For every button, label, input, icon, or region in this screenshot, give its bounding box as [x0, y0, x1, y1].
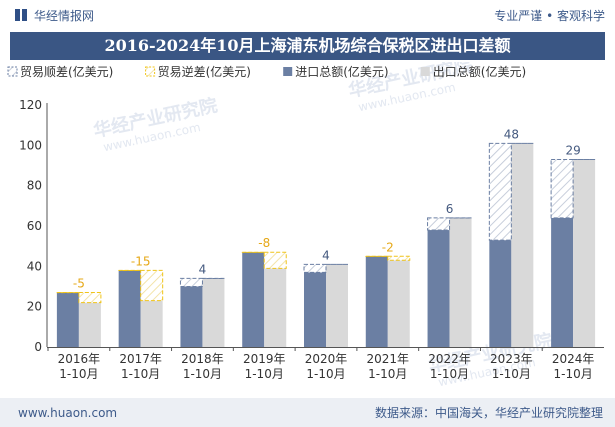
x-axis: 2016年1-10月2017年1-10月2018年1-10月2019年1-10月… [47, 347, 604, 381]
trade-balance-chart: 华经产业研究院www.huaon.com华经产业研究院www.huaon.com… [7, 54, 604, 389]
tagline: 专业严谨 • 客观科学 [494, 8, 605, 23]
import-bar [489, 240, 512, 347]
legend-swatch [145, 66, 156, 77]
footer-bar: www.huaon.com 数据来源：中国海关，华经产业研究院整理 [0, 398, 615, 427]
import-bar [242, 252, 265, 347]
export-bar [326, 264, 348, 347]
x-tick-label: 2016年 [58, 352, 101, 366]
x-tick-label: 2023年 [490, 352, 533, 366]
x-tick-label: 2019年 [243, 352, 286, 366]
legend-swatch [420, 67, 430, 76]
y-tick-label: 20 [27, 300, 42, 314]
x-tick-label: 1-10月 [183, 367, 222, 381]
x-tick-label: 2017年 [119, 352, 162, 366]
x-tick-label: 2024年 [552, 352, 595, 366]
y-tick-label: 120 [19, 98, 42, 112]
export-bar [573, 159, 596, 347]
x-tick-label: 1-10月 [121, 367, 160, 381]
x-tick-label: 2020年 [305, 352, 348, 366]
import-bar [180, 286, 203, 347]
watermark-layer: 华经产业研究院www.huaon.com华经产业研究院www.huaon.com… [91, 54, 554, 389]
import-bar [56, 292, 79, 347]
import-bar [551, 217, 574, 347]
y-tick-label: 80 [27, 179, 42, 193]
footer-website: www.huaon.com [18, 405, 118, 420]
legend-swatch [7, 66, 18, 77]
y-tick-label: 0 [34, 340, 42, 354]
footer-source: 数据来源：中国海关，华经产业研究院整理 [374, 406, 603, 420]
balance-label: 29 [565, 143, 580, 157]
balance-label: 48 [504, 127, 519, 141]
top-bar: 华经情报网 专业严谨 • 客观科学 [0, 0, 615, 30]
x-tick-label: 1-10月 [306, 367, 345, 381]
export-bar [264, 268, 287, 347]
balance-label: -5 [73, 277, 85, 291]
deficit-bar [78, 292, 102, 304]
surplus-bar [427, 217, 451, 231]
x-tick-label: 1-10月 [430, 367, 469, 381]
import-bar [304, 272, 326, 347]
surplus-bar [303, 263, 327, 273]
export-bar [78, 302, 101, 347]
chart-area: 华经产业研究院 www.huaon.com 华经产业研究院 www.huaon.com… [0, 54, 615, 397]
export-bar [202, 278, 225, 347]
x-tick-label: 1-10月 [59, 367, 98, 381]
y-tick-label: 40 [27, 259, 42, 273]
y-axis: 0 20 40 60 80 100 120 [19, 98, 48, 354]
export-bar [511, 143, 534, 347]
x-tick-label: 1-10月 [492, 367, 531, 381]
export-bar [140, 300, 163, 347]
legend-label: 出口总额(亿美元) [433, 64, 526, 79]
import-bar [118, 270, 141, 347]
x-tick-label: 2018年 [181, 352, 224, 366]
deficit-bar [140, 269, 164, 302]
y-tick-label: 100 [19, 138, 42, 152]
y-tick-label: 60 [27, 219, 42, 233]
legend-label: 进口总额(亿美元) [295, 64, 388, 79]
x-tick-label: 2021年 [367, 352, 410, 366]
balance-label: -8 [258, 236, 270, 250]
bars: -5 -15 4 -8 4 -2 6 48 29 [56, 127, 596, 347]
x-tick-label: 1-10月 [245, 367, 284, 381]
legend-label: 贸易逆差(亿美元) [158, 64, 251, 79]
legend-label: 贸易顺差(亿美元) [20, 64, 113, 79]
surplus-bar [179, 277, 203, 288]
brand: 华经情报网 [14, 7, 94, 24]
export-bar [387, 260, 410, 347]
brand-logo-icon [14, 8, 28, 22]
balance-label: 4 [199, 262, 207, 276]
surplus-bar [550, 158, 574, 219]
balance-label: 6 [446, 202, 454, 216]
legend-swatch [283, 67, 293, 76]
export-bar [449, 217, 472, 347]
balance-label: -2 [382, 240, 394, 254]
deficit-bar [387, 255, 411, 261]
chart-title: 2016-2024年10月上海浦东机场综合保税区进出口差额 [10, 32, 605, 60]
balance-label: -15 [131, 254, 151, 268]
x-tick-label: 2022年 [428, 352, 471, 366]
legend: 贸易顺差(亿美元) 贸易逆差(亿美元) 进口总额(亿美元) 出口总额(亿美元) [7, 64, 526, 79]
import-bar [427, 230, 450, 347]
x-tick-label: 1-10月 [553, 367, 592, 381]
x-tick-label: 1-10月 [368, 367, 407, 381]
brand-name: 华经情报网 [34, 8, 95, 23]
deficit-bar [263, 251, 287, 269]
import-bar [365, 256, 388, 347]
balance-label: 4 [322, 248, 330, 262]
surplus-bar [488, 142, 512, 241]
